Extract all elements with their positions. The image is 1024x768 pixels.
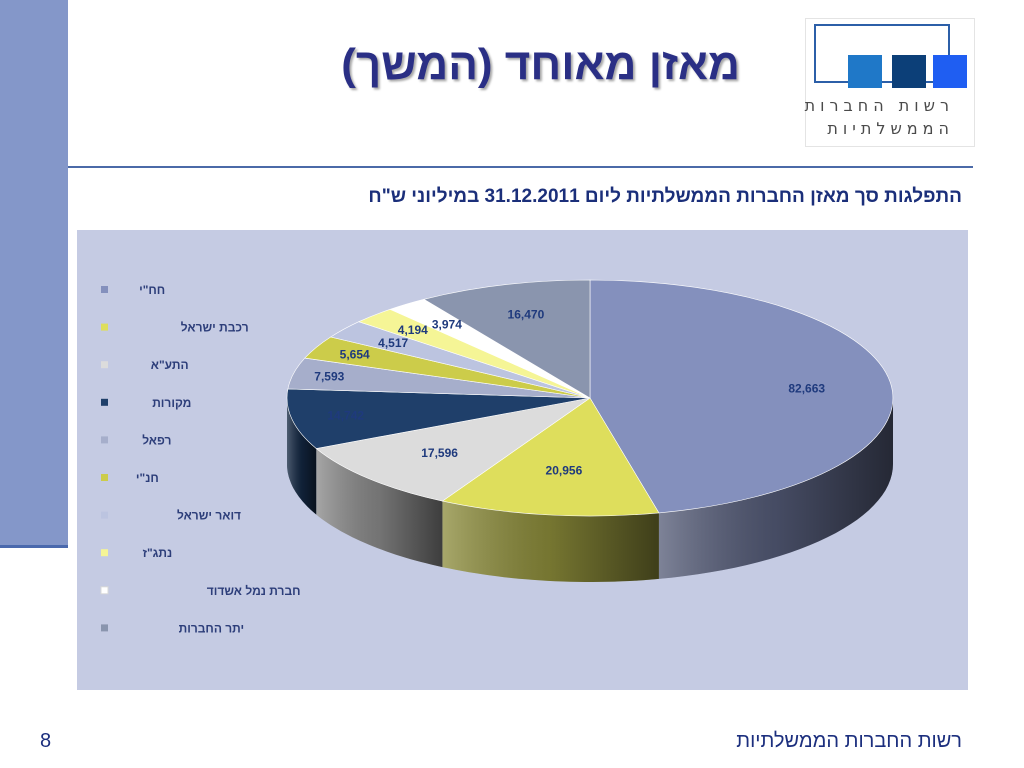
legend-label-0: חח"י <box>139 283 165 297</box>
pie-labels: 82,663 20,956 17,596 14,742 7,593 5,654 4,5174… <box>314 307 825 477</box>
logo-frame <box>814 24 950 83</box>
data-label-0: 82,663 <box>788 381 825 395</box>
legend-label-6: דואר ישראל <box>177 509 241 523</box>
legend-swatch-5 <box>101 474 108 481</box>
footer-organization: רשות החברות הממשלתיות <box>736 730 962 752</box>
legend-swatch-6 <box>101 511 108 519</box>
legend-label-7: נתג"ז <box>143 546 173 560</box>
logo-square-3 <box>933 55 967 88</box>
chart-title: התפלגות סך מאזן החברות הממשלתיות ליום 31… <box>368 186 962 207</box>
legend-swatch-7 <box>101 549 108 557</box>
logo-square-1 <box>848 55 882 88</box>
legend-label-8: חברת נמל אשדוד <box>207 584 301 598</box>
legend-swatch-8 <box>100 586 109 595</box>
logo-text-line1: רשות החברות <box>804 96 954 115</box>
slide-title: מאזן מאוחד (המשך) <box>341 40 740 89</box>
legend-swatch-0 <box>101 286 108 293</box>
legend-swatch-1 <box>101 323 108 331</box>
logo-square-2 <box>892 55 926 88</box>
data-label-6: 4,517 <box>378 336 408 350</box>
header-divider <box>68 166 973 168</box>
logo-text-line2: הממשלתיות <box>827 119 954 138</box>
data-label-5: 5,654 <box>340 347 370 361</box>
data-label-8: 3,974 <box>432 318 462 332</box>
pie-sides <box>287 398 893 582</box>
legend-label-4: רפאל <box>142 433 171 447</box>
data-label-9: 16,470 <box>508 307 545 321</box>
legend-swatch-3 <box>101 398 108 406</box>
data-label-4: 7,593 <box>314 369 344 383</box>
pie-slice-1 <box>441 397 660 517</box>
left-decor-line <box>0 545 68 548</box>
page-number: 8 <box>40 730 52 752</box>
pie-slice-0 <box>589 279 894 514</box>
legend: חח"י רכבת ישראל התע"א מקורות רפאל חנ"י דואר יש… <box>100 283 301 635</box>
legend-swatch-9 <box>101 624 108 632</box>
pie-tops <box>286 279 894 517</box>
legend-label-5: חנ"י <box>136 471 159 485</box>
data-label-2: 17,596 <box>421 446 458 460</box>
legend-label-2: התע"א <box>151 358 189 372</box>
pie-slice-2 <box>315 397 591 502</box>
legend-swatch-2 <box>101 361 108 369</box>
pie-side-shade-3 <box>287 398 317 515</box>
data-label-1: 20,956 <box>546 463 583 477</box>
data-label-3: 14,742 <box>327 409 364 423</box>
data-label-7: 4,194 <box>398 323 428 337</box>
pie-chart: 82,663 20,956 17,596 14,742 7,593 5,654 4,5174… <box>100 279 894 635</box>
left-decor-band <box>0 0 68 545</box>
legend-label-1: רכבת ישראל <box>181 321 249 335</box>
legend-swatch-4 <box>101 436 108 444</box>
pie-slice-9 <box>423 279 591 399</box>
organization-logo: רשות החברות הממשלתיות <box>805 18 975 147</box>
pie-slice-3 <box>286 388 591 449</box>
legend-label-9: יתר החברות <box>179 621 245 635</box>
pie-side-shade-0 <box>658 398 893 579</box>
pie-side-shade-1 <box>442 501 659 582</box>
legend-label-3: מקורות <box>152 396 191 410</box>
pie-side-shade-2 <box>316 448 443 568</box>
